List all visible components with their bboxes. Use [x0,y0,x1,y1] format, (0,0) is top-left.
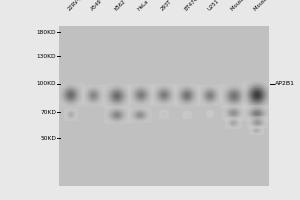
Text: HeLa: HeLa [136,0,149,12]
Text: AP2B1: AP2B1 [274,81,295,86]
Text: Mouse brain: Mouse brain [230,0,256,12]
Text: BT474: BT474 [183,0,199,12]
Text: U251: U251 [207,0,220,12]
Text: K562: K562 [113,0,126,12]
Text: 130KD: 130KD [37,54,56,59]
Text: 22RV-1: 22RV-1 [67,0,83,12]
Text: Mouse testis: Mouse testis [253,0,280,12]
Text: 293T: 293T [160,0,173,12]
Text: 50KD: 50KD [40,136,56,141]
Text: 100KD: 100KD [37,81,56,86]
Text: 180KD: 180KD [37,30,56,35]
Text: A549: A549 [90,0,103,12]
Text: 70KD: 70KD [40,110,56,115]
